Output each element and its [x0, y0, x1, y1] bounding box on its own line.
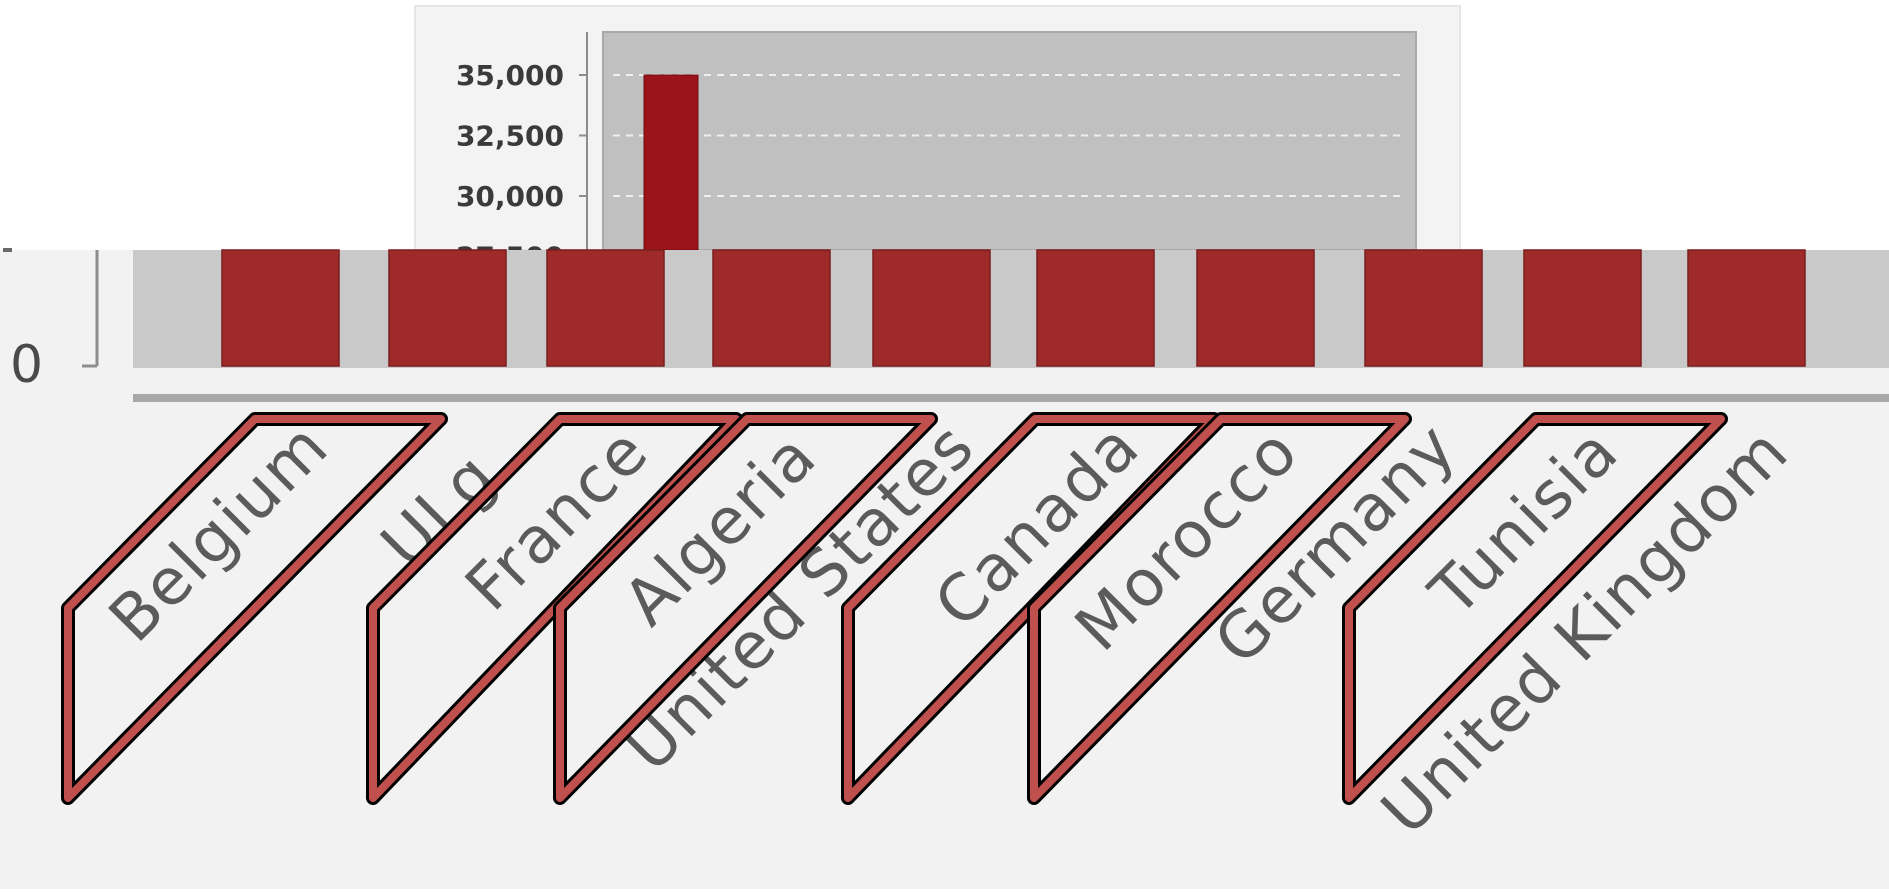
bottom-bar: [1196, 249, 1315, 367]
highlight-parallelogram: [64, 415, 445, 802]
bottom-bar: [1523, 249, 1642, 367]
highlight-parallelogram: [369, 415, 740, 802]
highlight-parallelogram: [556, 415, 935, 802]
bottom-bar: [388, 249, 507, 367]
top-bar: [643, 74, 699, 251]
bottom-y-tick-label: 0: [10, 335, 43, 395]
bottom-bar: [712, 249, 831, 367]
top-plot-area: [602, 31, 1417, 251]
bottom-bar: [221, 249, 340, 367]
label-highlight-group: [61, 412, 1728, 805]
bottom-bar: [872, 249, 991, 367]
top-y-tick-label: 30,000: [456, 180, 564, 213]
bottom-bar: [1364, 249, 1483, 367]
top-y-tick-label: 35,000: [456, 59, 564, 92]
top-y-tick-label: 32,500: [456, 120, 564, 153]
highlight-parallelogram: [1030, 415, 1409, 802]
highlight-parallelogram: [1345, 415, 1725, 802]
bottom-x-axis-line: [133, 394, 1889, 402]
bottom-bar: [546, 249, 665, 367]
bottom-bar: [1687, 249, 1806, 367]
bottom-bar: [1036, 249, 1155, 367]
